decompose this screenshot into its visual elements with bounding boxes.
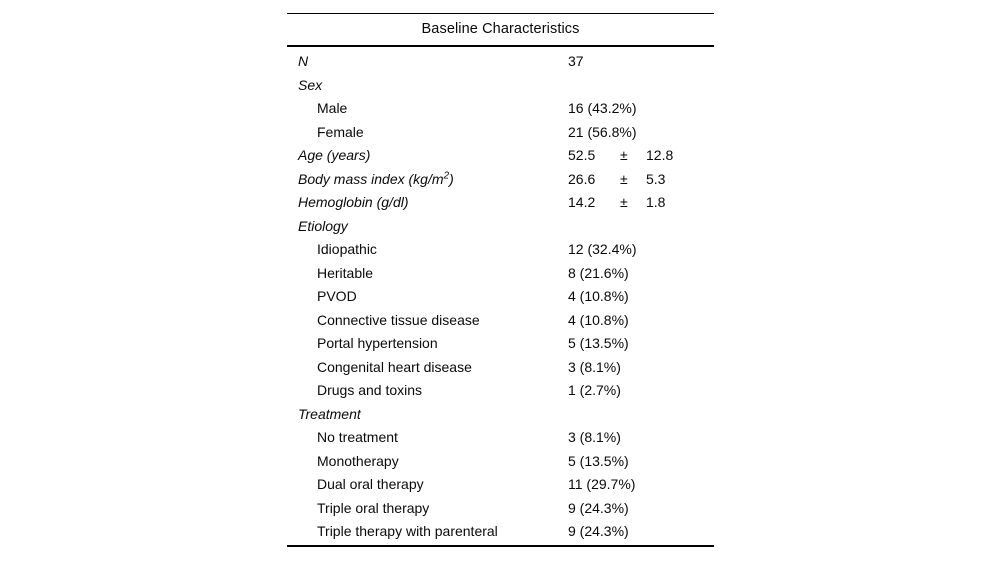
row-value: 9 (24.3%)	[568, 499, 629, 516]
table-body: N 37 Sex Male 16 (43.2%) Female 21 (56.8%) Age …	[287, 47, 714, 545]
row-value: 4 (10.8%)	[568, 288, 629, 304]
row-label: Male	[317, 100, 348, 116]
row-label: Triple oral therapy	[317, 499, 430, 516]
row-label-superscript: 2	[443, 169, 450, 181]
row-value-mean: 14.2	[568, 194, 596, 210]
table-row: Idiopathic 12 (32.4%)	[287, 238, 714, 262]
row-label: Connective tissue disease	[317, 311, 480, 328]
row-label: Treatment	[298, 405, 361, 422]
table-row: Connective tissue disease 4 (10.8%)	[287, 309, 714, 333]
row-value-mean: 52.5	[568, 147, 596, 163]
table-row: Triple oral therapy 9 (24.3%)	[287, 497, 714, 521]
row-value: 11 (29.7%)	[568, 476, 636, 492]
row-label: Body mass index (kg/m2)	[298, 169, 454, 187]
table-row: Drugs and toxins 1 (2.7%)	[287, 379, 714, 403]
table-row: Treatment	[287, 403, 714, 427]
table-row: Etiology	[287, 215, 714, 239]
table-title: Baseline Characteristics	[421, 21, 580, 37]
row-value: 37	[568, 53, 584, 69]
plus-minus-symbol: ±	[620, 147, 628, 163]
row-value-mean: 26.6	[568, 170, 596, 187]
row-label: Heritable	[317, 264, 374, 281]
row-label: Dual oral therapy	[317, 476, 424, 492]
table-bottom-rule	[287, 544, 714, 547]
row-label: Idiopathic	[317, 241, 377, 257]
table-row: Congenital heart disease 3 (8.1%)	[287, 356, 714, 380]
row-value: 9 (24.3%)	[568, 523, 629, 539]
table-row: Heritable 8 (21.6%)	[287, 262, 714, 286]
row-label: Portal hypertension	[317, 335, 438, 351]
row-label: PVOD	[317, 288, 357, 304]
row-value: 14.2 ±1.8	[568, 191, 714, 215]
table-row: Hemoglobin (g/dl) 14.2 ±1.8	[287, 191, 714, 215]
row-label: Hemoglobin (g/dl)	[298, 194, 409, 210]
table-row: Male 16 (43.2%)	[287, 97, 714, 121]
row-label: Monotherapy	[317, 452, 399, 469]
plus-minus-symbol: ±	[620, 170, 628, 187]
row-value-sd: 12.8	[646, 147, 674, 163]
row-value: 1 (2.7%)	[568, 382, 621, 398]
row-label: Congenital heart disease	[317, 358, 472, 375]
row-value: 3 (8.1%)	[568, 358, 621, 375]
table-row: Portal hypertension 5 (13.5%)	[287, 332, 714, 356]
row-label: Age (years)	[298, 147, 371, 163]
row-value: 4 (10.8%)	[568, 311, 629, 328]
table-row: Sex	[287, 74, 714, 98]
row-label: Etiology	[298, 217, 348, 234]
table-row: N 37	[287, 50, 714, 74]
row-value: 52.5 ±12.8	[568, 144, 714, 168]
row-value: 5 (13.5%)	[568, 452, 629, 469]
table-row: Triple therapy with parenteral 9 (24.3%)	[287, 520, 714, 544]
table-header-rule	[287, 45, 714, 47]
row-value: 26.6 ±5.3	[568, 168, 714, 192]
row-label: Drugs and toxins	[317, 382, 423, 398]
row-value: 12 (32.4%)	[568, 241, 637, 257]
table-row: Monotherapy 5 (13.5%)	[287, 450, 714, 474]
row-value: 5 (13.5%)	[568, 335, 629, 351]
row-value-sd: 5.3	[646, 170, 666, 187]
row-label: Triple therapy with parenteral	[317, 523, 498, 539]
table-row: Female 21 (56.8%)	[287, 121, 714, 145]
baseline-characteristics-table: Baseline Characteristics N 37 Sex Male 16 (4…	[287, 13, 714, 547]
row-value: 16 (43.2%)	[568, 100, 637, 116]
table-row: Body mass index (kg/m2) 26.6 ±5.3	[287, 168, 714, 192]
table-row: No treatment 3 (8.1%)	[287, 426, 714, 450]
row-value: 21 (56.8%)	[568, 123, 637, 140]
row-label: Female	[317, 123, 364, 140]
table-top-rule	[287, 13, 714, 14]
row-label-suffix: )	[449, 170, 454, 187]
plus-minus-symbol: ±	[620, 194, 628, 210]
row-label: Sex	[298, 76, 323, 93]
row-value: 8 (21.6%)	[568, 264, 629, 281]
table-row: Age (years) 52.5 ±12.8	[287, 144, 714, 168]
table-row: Dual oral therapy 11 (29.7%)	[287, 473, 714, 497]
row-value: 3 (8.1%)	[568, 429, 621, 445]
row-value-sd: 1.8	[646, 194, 666, 210]
row-label: N	[298, 53, 309, 69]
table-row: PVOD 4 (10.8%)	[287, 285, 714, 309]
row-label: No treatment	[317, 429, 398, 445]
